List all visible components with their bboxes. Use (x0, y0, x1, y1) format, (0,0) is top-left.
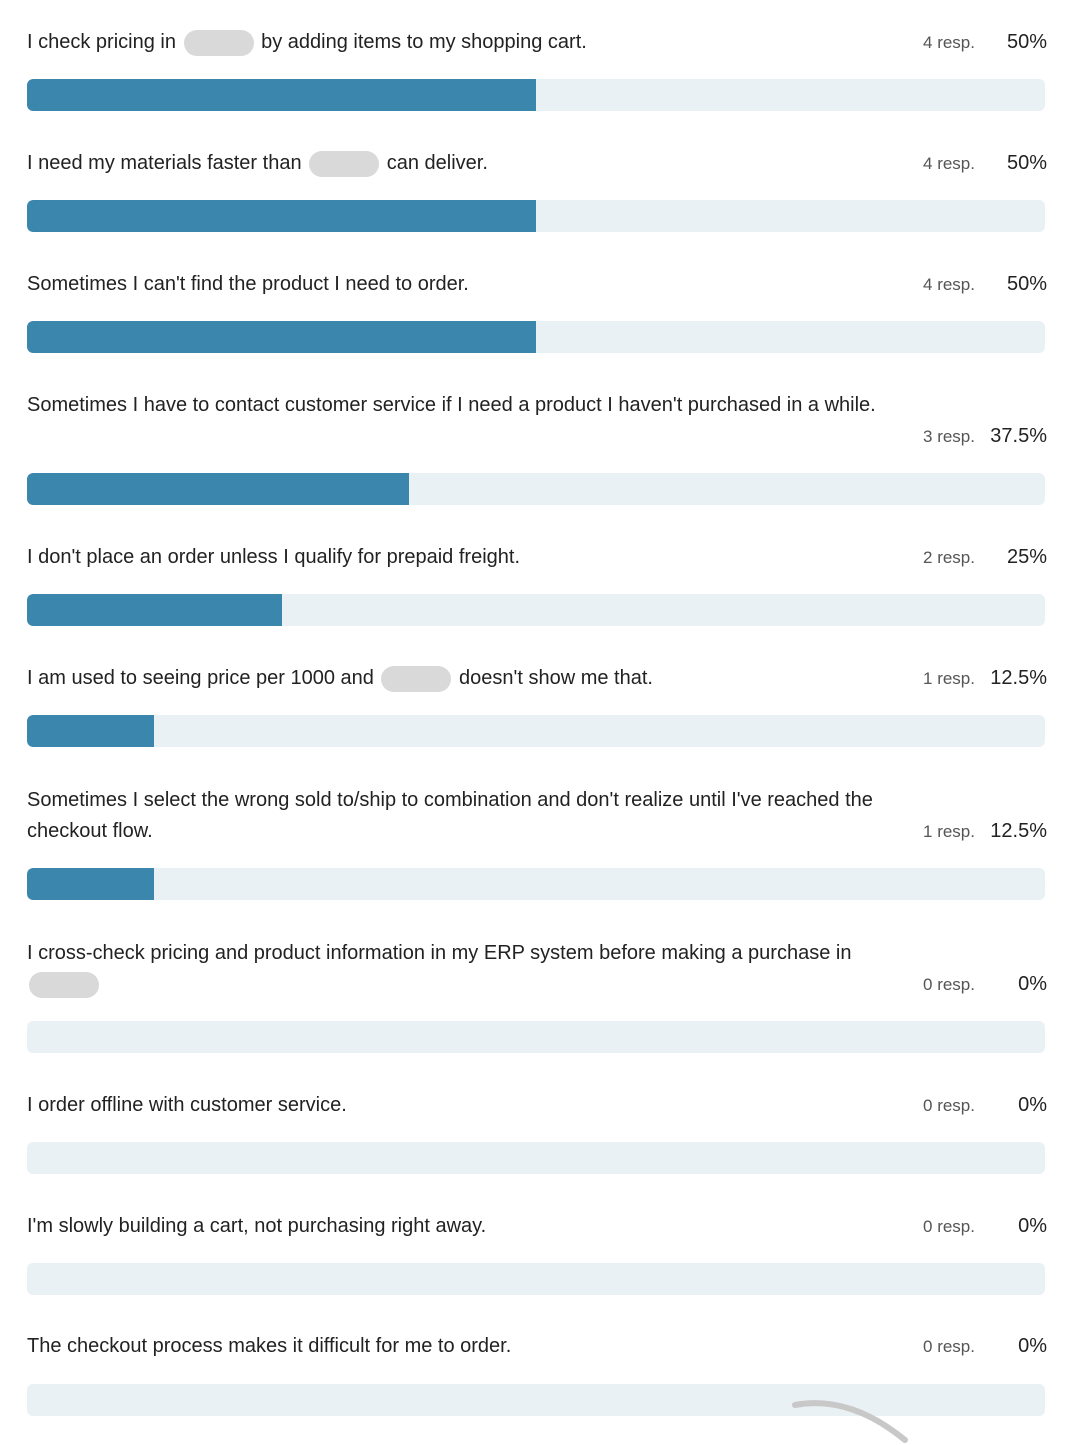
response-count: 1 resp. (923, 669, 975, 688)
result-meta: 0 resp. 0% (847, 1335, 1047, 1358)
result-meta: 4 resp. 50% (847, 273, 1047, 296)
progress-bar-track (27, 1263, 1045, 1295)
answer-label: Sometimes I have to contact customer ser… (27, 394, 876, 416)
progress-bar-track (27, 1142, 1045, 1174)
response-count: 2 resp. (923, 548, 975, 567)
response-percent: 50% (1006, 273, 1047, 295)
progress-bar-fill (27, 868, 155, 900)
response-count: 4 resp. (923, 275, 975, 294)
result-meta: 1 resp. 12.5% (847, 667, 1047, 690)
progress-bar-track (27, 594, 1045, 626)
result-meta: 2 resp. 25% (847, 546, 1047, 569)
progress-bar-track (27, 321, 1045, 353)
response-count: 0 resp. (923, 1096, 975, 1115)
response-count: 4 resp. (923, 33, 975, 52)
progress-bar-track (27, 715, 1045, 747)
result-meta: 3 resp. 37.5% (847, 425, 1047, 448)
response-percent: 50% (1006, 152, 1047, 174)
answer-text: I cross-check pricing and product inform… (27, 942, 852, 964)
progress-bar-fill (27, 473, 409, 505)
answer-label: Sometimes I can't find the product I nee… (27, 273, 469, 295)
answer-label: I am used to seeing price per 1000 and d… (27, 663, 887, 694)
response-count: 4 resp. (923, 154, 975, 173)
answer-label: The checkout process makes it difficult … (27, 1335, 512, 1357)
response-count: 3 resp. (923, 427, 975, 446)
answer-text: doesn't show me that. (459, 667, 653, 689)
progress-bar-track (27, 1384, 1045, 1416)
result-meta: 0 resp. 0% (847, 1215, 1047, 1238)
response-count: 0 resp. (923, 975, 975, 994)
answer-text: I check pricing in (27, 31, 176, 53)
answer-text: I need my materials faster than (27, 152, 302, 174)
response-percent: 0% (1018, 1215, 1047, 1237)
result-meta: 1 resp. 12.5% (847, 820, 1047, 843)
progress-bar-fill (27, 715, 155, 747)
progress-bar-track (27, 868, 1045, 900)
response-percent: 0% (1018, 973, 1047, 995)
progress-bar-fill (27, 200, 536, 232)
answer-label: I don't place an order unless I qualify … (27, 546, 520, 568)
redaction-mark (183, 29, 254, 56)
progress-bar-fill (27, 79, 536, 111)
answer-label: I order offline with customer service. (27, 1094, 347, 1116)
result-meta: 0 resp. 0% (847, 973, 1047, 996)
redaction-mark (309, 150, 380, 177)
answer-label: I'm slowly building a cart, not purchasi… (27, 1215, 487, 1237)
answer-text: can deliver. (386, 152, 488, 174)
response-percent: 0% (1018, 1094, 1047, 1116)
answer-label: I need my materials faster than can deli… (27, 148, 887, 179)
scribble-mark (792, 1400, 908, 1443)
answer-text: I am used to seeing price per 1000 and (27, 667, 374, 689)
result-meta: 4 resp. 50% (847, 152, 1047, 175)
response-percent: 37.5% (990, 425, 1047, 447)
progress-bar-track (27, 200, 1045, 232)
response-percent: 50% (1006, 31, 1047, 53)
progress-bar-track (27, 473, 1045, 505)
redaction-mark (381, 665, 452, 692)
answer-label: I cross-check pricing and product inform… (27, 938, 887, 1000)
response-percent: 0% (1018, 1335, 1047, 1357)
response-percent: 12.5% (990, 667, 1047, 689)
response-percent: 12.5% (990, 820, 1047, 842)
answer-text: by adding items to my shopping cart. (261, 31, 587, 53)
response-count: 0 resp. (923, 1337, 975, 1356)
answer-label: Sometimes I select the wrong sold to/shi… (27, 789, 873, 842)
result-meta: 0 resp. 0% (847, 1094, 1047, 1117)
response-count: 0 resp. (923, 1217, 975, 1236)
progress-bar-track (27, 79, 1045, 111)
response-percent: 25% (1006, 546, 1047, 568)
result-meta: 4 resp. 50% (847, 31, 1047, 54)
redaction-mark (29, 971, 99, 998)
answer-label: I check pricing in by adding items to my… (27, 27, 887, 58)
response-count: 1 resp. (923, 822, 975, 841)
progress-bar-fill (27, 321, 536, 353)
progress-bar-track (27, 1021, 1045, 1053)
progress-bar-fill (27, 594, 282, 626)
